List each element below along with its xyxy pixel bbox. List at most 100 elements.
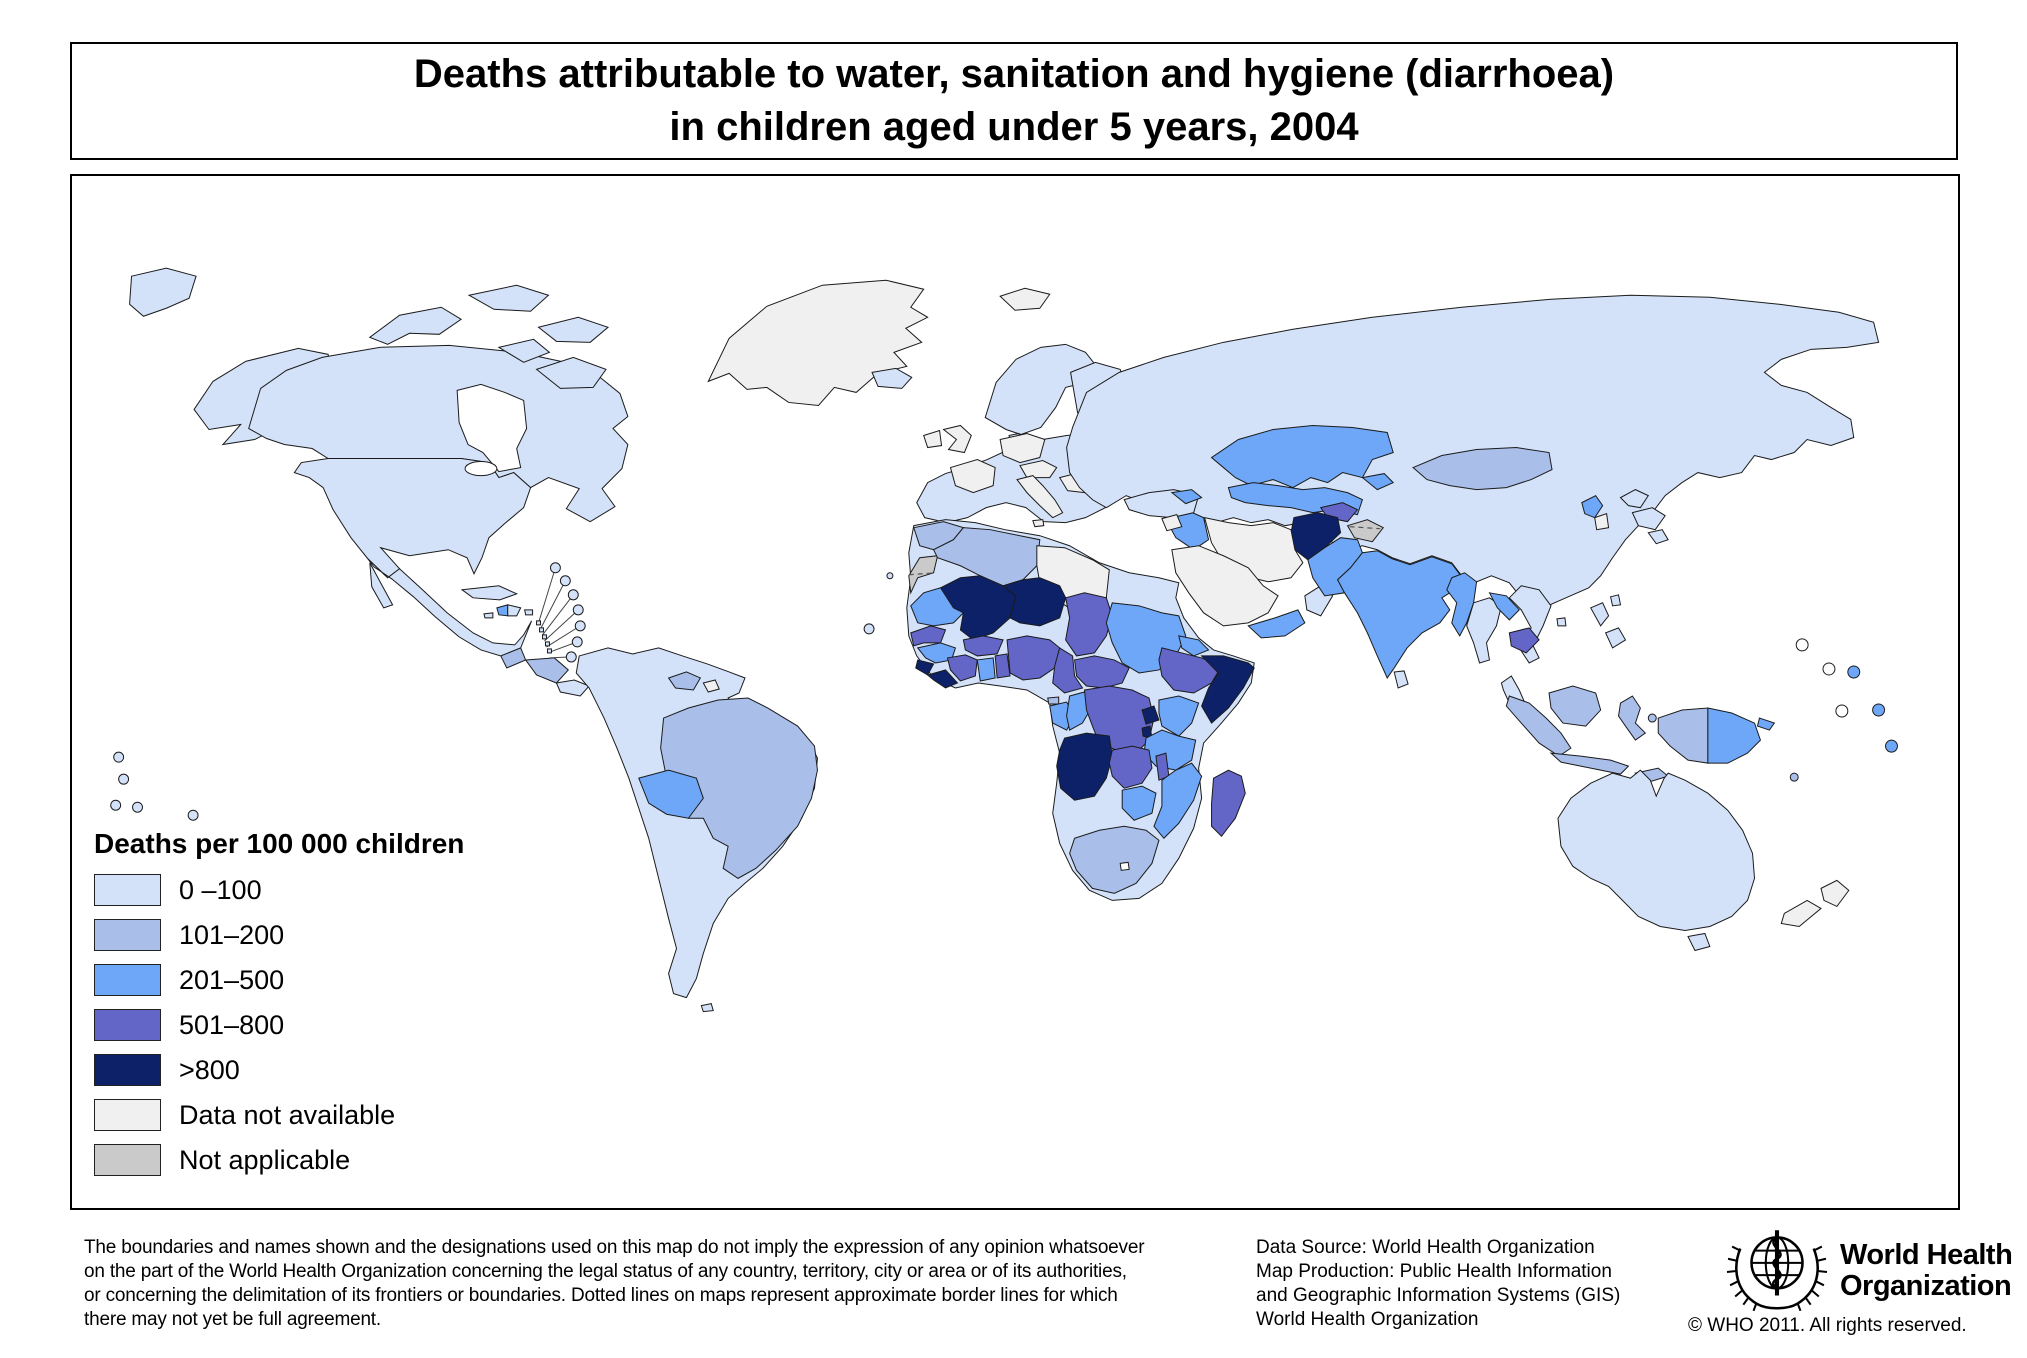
country-vietnam (1508, 585, 1552, 664)
philippines-mindanao (1604, 627, 1627, 649)
island-cape-verde (863, 623, 875, 635)
continent-north-america (129, 267, 929, 697)
country-angola (1056, 732, 1113, 801)
country-india (1336, 550, 1463, 679)
datasource-line-3: and Geographic Information Systems (GIS) (1256, 1285, 1621, 1306)
antilles-leader-lines (536, 562, 586, 663)
country-madagascar (1211, 769, 1246, 838)
legend-row-501-800: 501–800 (94, 1009, 464, 1041)
pacific-island-white-3 (1835, 704, 1849, 718)
country-guyana (667, 671, 702, 691)
country-laos (1488, 592, 1520, 621)
legend-swatch-over-800 (94, 1054, 161, 1086)
island-taiwan (1609, 594, 1622, 607)
country-mozambique (1153, 762, 1203, 840)
legend-title: Deaths per 100 000 children (94, 828, 465, 859)
island-borneo (1548, 685, 1602, 727)
country-zimbabwe (1121, 785, 1157, 821)
country-bolivia (638, 769, 704, 819)
pacific-island-blue-3 (1885, 739, 1898, 753)
country-cuba (460, 585, 519, 601)
legend-row-101-200: 101–200 (94, 919, 464, 951)
country-thailand (1466, 597, 1502, 664)
dashed-border-western-sahara (908, 572, 936, 576)
legend-label-data-not-available: Data not available (179, 1099, 396, 1130)
country-ghana (976, 657, 996, 682)
country-lesotho (1119, 861, 1130, 871)
continent-europe (916, 287, 1224, 528)
island-canary (886, 572, 894, 580)
legend-row-over-800: >800 (94, 1054, 464, 1086)
legend-swatch-501-800 (94, 1009, 161, 1041)
legend-row-data-not-available: Data not available (94, 1099, 464, 1131)
country-togo-benin (994, 653, 1011, 679)
legend-swatch-0-100 (94, 874, 161, 906)
country-australia (1557, 769, 1756, 931)
country-iceland (871, 367, 913, 389)
map-title-box: Deaths attributable to water, sanitation… (70, 42, 1958, 160)
country-ethiopia (1158, 647, 1223, 694)
island-new-britain (1756, 717, 1776, 731)
region-west-papua (1657, 707, 1709, 764)
continent-asia (1066, 294, 1880, 783)
pacific-island-3 (110, 799, 122, 811)
country-kenya (1158, 695, 1200, 737)
country-chad (1065, 592, 1113, 657)
map-title-line2: in children aged under 5 years, 2004 (669, 105, 1359, 149)
country-puerto-rico (524, 609, 534, 616)
boundary-disclaimer: The boundaries and names shown and the d… (84, 1236, 1214, 1332)
country-south-africa (1069, 825, 1160, 894)
country-honduras-nicaragua (524, 657, 570, 684)
country-jamaica (483, 612, 494, 619)
country-kyrgyzstan (1361, 473, 1395, 491)
country-french-guiana (702, 679, 720, 693)
falkland-islands (700, 1003, 714, 1013)
pacific-island-white-2 (1822, 662, 1836, 676)
country-myanmar (1446, 572, 1478, 637)
region-alps-austria (1019, 460, 1058, 479)
legend-label-201-500: 201–500 (179, 964, 285, 995)
island-tasmania (1687, 932, 1711, 952)
legend-swatch-101-200 (94, 919, 161, 951)
baja-california (369, 562, 394, 609)
pacific-island-4 (132, 801, 143, 813)
map-title-line1: Deaths attributable to water, sanitation… (413, 52, 1615, 96)
copyright-notice: © WHO 2011. All rights reserved. (1688, 1315, 1967, 1336)
country-sri-lanka (1393, 670, 1409, 689)
country-costarica-panama (555, 679, 591, 697)
japan-honshu (1619, 489, 1650, 509)
legend-label-over-800: >800 (179, 1054, 240, 1085)
country-central-african-republic (1074, 655, 1130, 689)
nz-south-island (1780, 899, 1822, 927)
continent-africa (863, 519, 1255, 901)
country-south-korea (1594, 512, 1610, 531)
country-germany (999, 432, 1046, 464)
region-jammu-kashmir (1346, 519, 1385, 543)
legend-label-101-200: 101–200 (179, 919, 285, 950)
pacific-island-blue-2 (1872, 703, 1886, 717)
country-syria (1161, 514, 1183, 532)
world-choropleth-map (110, 267, 1898, 1013)
continent-south-america (110, 647, 818, 1013)
island-sumatra (1505, 695, 1572, 757)
hudson-bay (456, 383, 528, 473)
disclaimer-line-1: The boundaries and names shown and the d… (84, 1237, 1145, 1258)
data-source-block: Data Source: World Health Organization M… (1256, 1236, 1656, 1332)
legend-label-not-applicable: Not applicable (179, 1144, 351, 1175)
datasource-line-4: World Health Organization (1256, 1309, 1479, 1330)
legend-row-not-applicable: Not applicable (94, 1144, 464, 1176)
country-haiti (496, 604, 509, 617)
country-yemen (1247, 609, 1306, 639)
country-mali (939, 575, 1017, 641)
country-uganda (1141, 705, 1160, 725)
country-italy (1016, 475, 1064, 519)
island-sicily (1032, 519, 1045, 528)
datasource-line-2: Map Production: Public Health Informatio… (1256, 1261, 1612, 1282)
country-somalia (1200, 655, 1255, 724)
svalbard (999, 287, 1051, 311)
country-dominican-republic (507, 604, 522, 617)
region-caucasus (1170, 489, 1203, 505)
country-united-kingdom (942, 424, 972, 454)
nz-north-island (1820, 879, 1850, 908)
